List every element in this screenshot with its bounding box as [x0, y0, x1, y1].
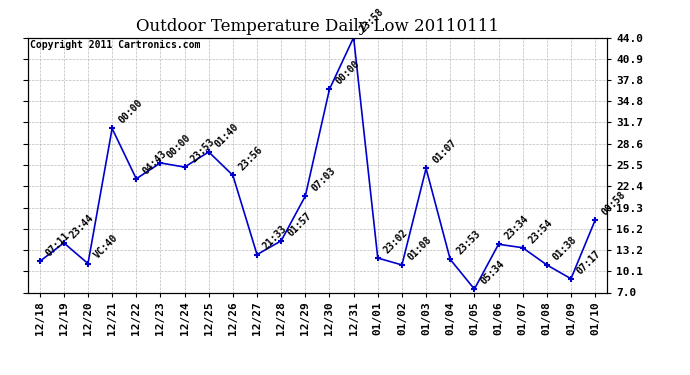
Text: 01:07: 01:07 — [431, 138, 458, 166]
Text: 23:53: 23:53 — [455, 229, 482, 256]
Text: 01:38: 01:38 — [551, 234, 579, 262]
Text: Copyright 2011 Cartronics.com: Copyright 2011 Cartronics.com — [30, 40, 201, 50]
Title: Outdoor Temperature Daily Low 20110111: Outdoor Temperature Daily Low 20110111 — [136, 18, 499, 34]
Text: 23:56: 23:56 — [237, 145, 265, 172]
Text: 01:40: 01:40 — [213, 121, 241, 149]
Text: 01:08: 01:08 — [406, 234, 434, 262]
Text: 00:00: 00:00 — [165, 132, 193, 160]
Text: 23:44: 23:44 — [68, 212, 96, 240]
Text: 00:00: 00:00 — [334, 58, 362, 86]
Text: 04:43: 04:43 — [141, 148, 168, 176]
Text: 23:34: 23:34 — [503, 214, 531, 242]
Text: 00:00: 00:00 — [117, 98, 144, 126]
Text: 05:34: 05:34 — [479, 258, 506, 286]
Text: 01:57: 01:57 — [286, 210, 313, 238]
Text: 07:03: 07:03 — [310, 165, 337, 193]
Text: 07:17: 07:17 — [575, 248, 603, 276]
Text: 21:33: 21:33 — [262, 224, 289, 252]
Text: VC:40: VC:40 — [92, 233, 120, 261]
Text: 23:58: 23:58 — [358, 7, 386, 35]
Text: 23:02: 23:02 — [382, 227, 410, 255]
Text: 23:53: 23:53 — [189, 136, 217, 164]
Text: 07:11: 07:11 — [44, 231, 72, 259]
Text: 23:54: 23:54 — [527, 217, 555, 245]
Text: 00:58: 00:58 — [600, 189, 627, 217]
